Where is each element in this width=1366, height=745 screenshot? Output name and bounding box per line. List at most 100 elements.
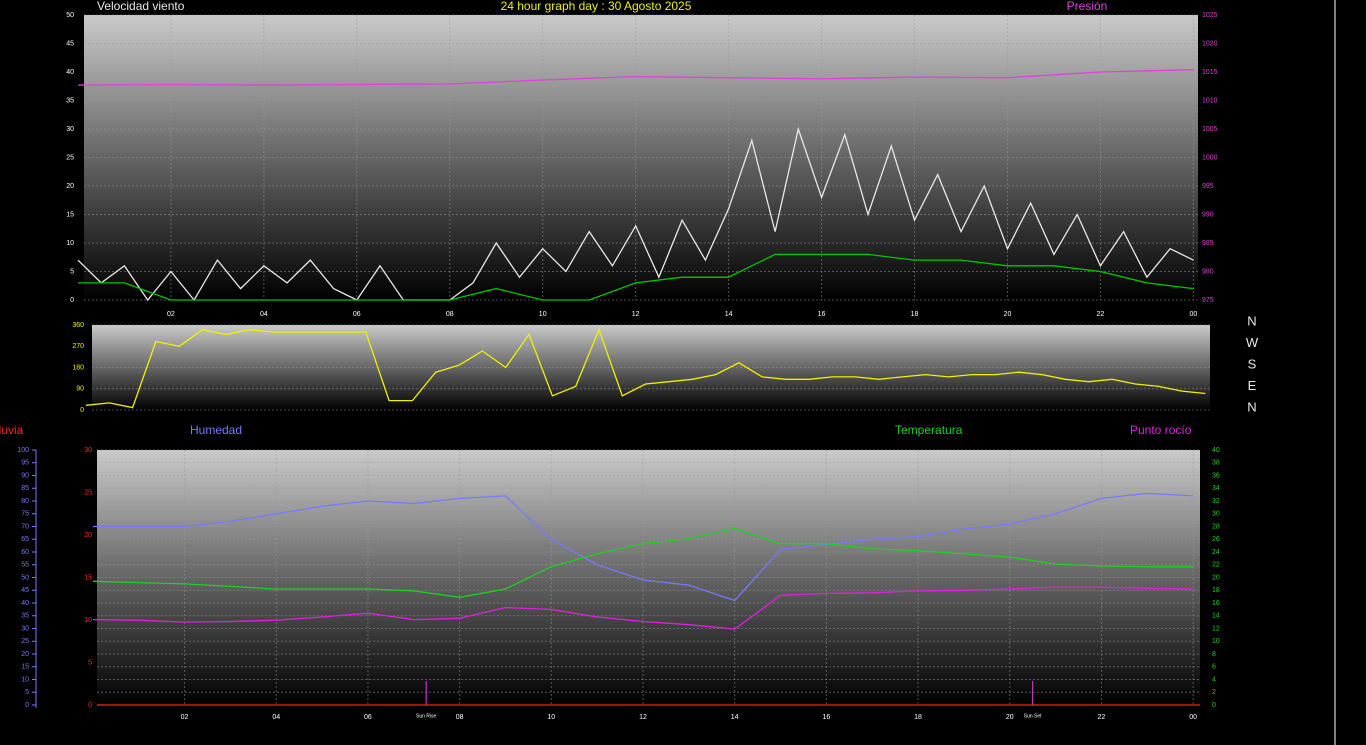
- tick-label: 10: [66, 240, 74, 247]
- legend-label: Punto rocío: [1130, 423, 1192, 437]
- tick-label: 2: [1212, 689, 1216, 696]
- tick-label: 5: [25, 689, 29, 696]
- tick-label: 10: [21, 676, 29, 683]
- compass-label: N: [1247, 313, 1256, 328]
- tick-label: 26: [1212, 536, 1220, 543]
- legend-label: Temperatura: [895, 423, 963, 437]
- tick-label: 50: [21, 574, 29, 581]
- tick-label: 1000: [1202, 154, 1218, 161]
- tick-label: 36: [1212, 472, 1220, 479]
- annotation: Sun Rise: [416, 713, 437, 719]
- tick-label: 25: [84, 489, 92, 496]
- series-line: [77, 69, 1194, 86]
- series-line: [92, 527, 1194, 598]
- series-line: [92, 492, 1194, 602]
- tick-label: 14: [1212, 613, 1220, 620]
- x-tick-label: 04: [272, 714, 280, 721]
- tick-label: 12: [1212, 625, 1220, 632]
- x-tick-label: 14: [725, 311, 733, 318]
- compass-label: S: [1248, 356, 1257, 371]
- tick-label: 0: [1212, 702, 1216, 709]
- legend-label: Velocidad viento: [97, 0, 185, 13]
- tick-label: 35: [66, 97, 74, 104]
- tick-label: 90: [21, 472, 29, 479]
- tick-label: 60: [21, 549, 29, 556]
- tick-label: 4: [1212, 676, 1216, 683]
- tick-label: 25: [66, 154, 74, 161]
- tick-label: 16: [1212, 600, 1220, 607]
- series-line: [85, 327, 1206, 409]
- tick-label: 30: [84, 447, 92, 454]
- annotation: Sun Set: [1024, 713, 1042, 719]
- tick-label: 34: [1212, 485, 1220, 492]
- tick-label: 990: [1202, 211, 1214, 218]
- tick-label: 18: [1212, 587, 1220, 594]
- tick-label: 45: [21, 587, 29, 594]
- tick-label: 30: [21, 625, 29, 632]
- legend-label: Lluvia: [0, 423, 24, 437]
- series-line: [78, 253, 1194, 301]
- tick-label: 45: [66, 40, 74, 47]
- tick-label: 80: [21, 498, 29, 505]
- tick-label: 985: [1202, 240, 1214, 247]
- tick-label: 270: [72, 343, 84, 350]
- legend-label: Presión: [1067, 0, 1108, 13]
- tick-label: 25: [21, 638, 29, 645]
- legend-label: Humedad: [190, 423, 242, 437]
- tick-label: 15: [21, 664, 29, 671]
- tick-label: 980: [1202, 268, 1214, 275]
- plot-area: [97, 450, 1200, 705]
- tick-label: 0: [25, 702, 29, 709]
- tick-label: 1005: [1202, 126, 1218, 133]
- tick-label: 0: [80, 407, 84, 414]
- tick-label: 40: [1212, 447, 1220, 454]
- series-line: [92, 586, 1194, 630]
- tick-label: 90: [76, 386, 84, 393]
- tick-label: 1015: [1202, 69, 1218, 76]
- x-tick-label: 12: [639, 714, 647, 721]
- tick-label: 0: [70, 297, 74, 304]
- tick-label: 38: [1212, 460, 1220, 467]
- x-tick-label: 00: [1189, 714, 1197, 721]
- tick-label: 75: [21, 511, 29, 518]
- x-tick-label: 16: [822, 714, 830, 721]
- tick-label: 50: [66, 12, 74, 19]
- tick-label: 10: [84, 617, 92, 624]
- x-tick-label: 20: [1004, 311, 1012, 318]
- tick-label: 15: [84, 574, 92, 581]
- tick-label: 20: [66, 183, 74, 190]
- chart-title: 24 hour graph day : 30 Agosto 2025: [501, 0, 692, 13]
- tick-label: 180: [72, 364, 84, 371]
- tick-label: 24: [1212, 549, 1220, 556]
- tick-label: 5: [70, 268, 74, 275]
- x-tick-label: 12: [632, 311, 640, 318]
- tick-label: 0: [88, 702, 92, 709]
- x-tick-label: 06: [353, 311, 361, 318]
- tick-label: 22: [1212, 562, 1220, 569]
- plot-area: [92, 325, 1210, 410]
- x-tick-label: 02: [167, 311, 175, 318]
- x-tick-label: 16: [818, 311, 826, 318]
- x-tick-label: 04: [260, 311, 268, 318]
- tick-label: 360: [72, 322, 84, 329]
- compass-label: E: [1248, 378, 1257, 393]
- series-line: [77, 126, 1194, 302]
- tick-label: 20: [1212, 574, 1220, 581]
- tick-label: 70: [21, 523, 29, 530]
- tick-label: 1010: [1202, 97, 1218, 104]
- tick-label: 40: [66, 69, 74, 76]
- x-tick-label: 02: [181, 714, 189, 721]
- tick-label: 1020: [1202, 40, 1218, 47]
- tick-label: 20: [84, 532, 92, 539]
- tick-label: 1025: [1202, 12, 1218, 19]
- tick-label: 40: [21, 600, 29, 607]
- tick-label: 995: [1202, 183, 1214, 190]
- x-tick-label: 14: [731, 714, 739, 721]
- x-tick-label: 18: [914, 714, 922, 721]
- x-tick-label: 10: [539, 311, 547, 318]
- tick-label: 28: [1212, 523, 1220, 530]
- tick-label: 5: [88, 659, 92, 666]
- tick-label: 20: [21, 651, 29, 658]
- tick-label: 55: [21, 562, 29, 569]
- tick-label: 8: [1212, 651, 1216, 658]
